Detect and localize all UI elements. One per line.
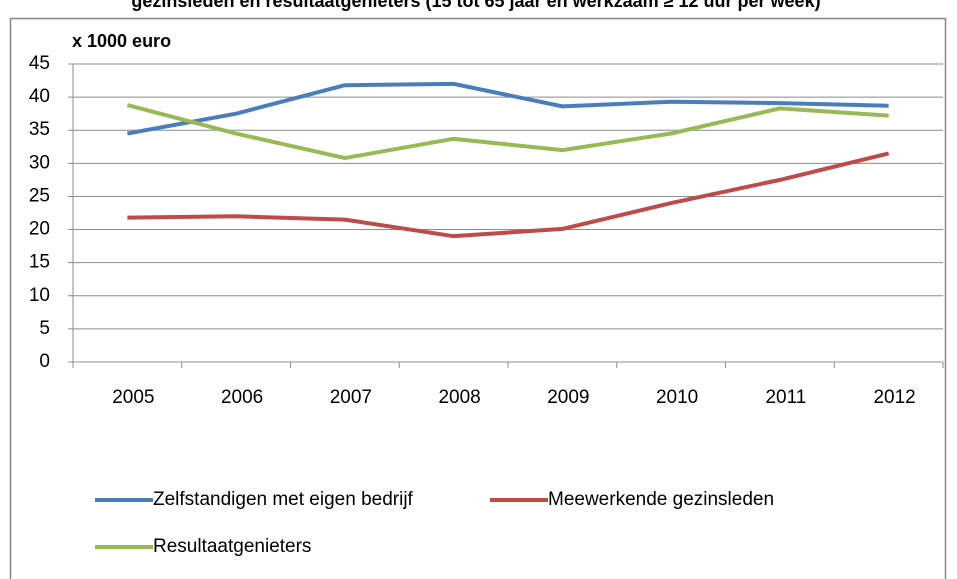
legend-label: Meewerkende gezinsleden [548, 489, 774, 510]
legend-label: Resultaatgenieters [153, 536, 311, 557]
y-tick-label: 40 [29, 86, 50, 107]
chart-border [9, 17, 947, 579]
y-tick-label: 45 [29, 53, 50, 74]
x-tick-label: 2009 [547, 387, 589, 408]
y-tick-label: 20 [29, 219, 50, 240]
y-tick-label: 0 [39, 351, 50, 372]
x-tick-label: 2010 [656, 387, 698, 408]
series-line [127, 81, 889, 136]
x-tick-label: 2011 [765, 387, 806, 408]
series-line [126, 103, 889, 161]
x-tick-label: 2006 [221, 387, 263, 408]
x-tick-label: 2007 [330, 387, 372, 408]
x-tick-label: 2012 [873, 387, 915, 408]
y-tick-label: 15 [29, 252, 50, 273]
legend-label: Zelfstandigen met eigen bedrijf [153, 489, 414, 510]
x-tick-label: 2008 [438, 387, 480, 408]
y-tick-label: 10 [29, 285, 50, 306]
y-tick-label: 25 [29, 185, 50, 206]
x-tick-label: 2005 [112, 387, 154, 408]
y-tick-label: 5 [39, 318, 50, 339]
y-tick-label: 35 [29, 119, 50, 140]
series-line [127, 151, 890, 239]
y-axis-label: x 1000 euro [72, 31, 171, 51]
y-tick-label: 30 [29, 152, 50, 173]
chart-title: gezinsleden en resultaatgenieters (15 to… [131, 0, 820, 11]
